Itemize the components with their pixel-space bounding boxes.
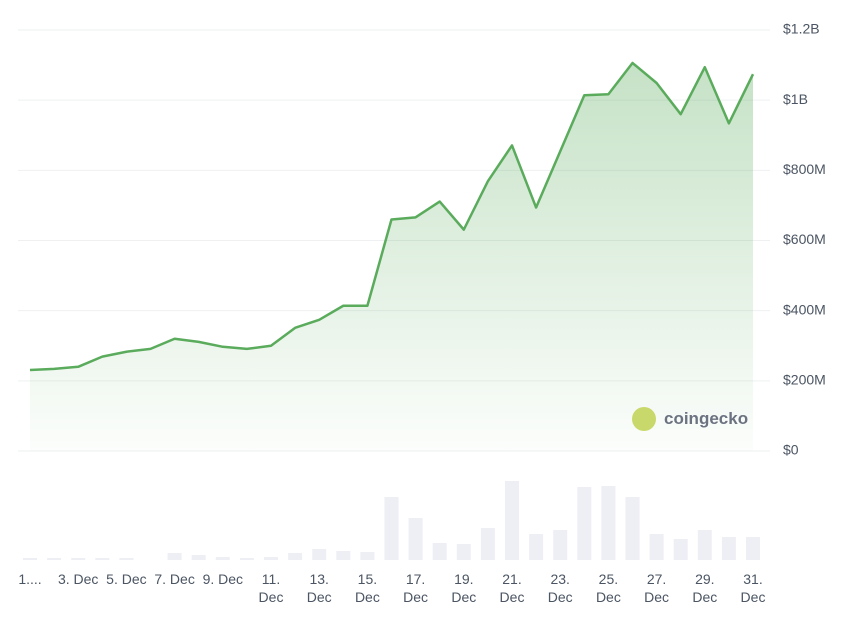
watermark: coingecko bbox=[632, 407, 748, 431]
volume-bar bbox=[71, 558, 86, 560]
volume-bar bbox=[505, 481, 519, 560]
volume-bar bbox=[167, 553, 182, 560]
volume-bar bbox=[480, 528, 495, 560]
y-tick-label: $0 bbox=[783, 442, 799, 458]
volume-bar bbox=[312, 549, 327, 560]
volume-bar bbox=[721, 537, 736, 560]
y-tick-label: $1B bbox=[783, 91, 808, 107]
volume-bar bbox=[23, 558, 37, 560]
volume-bar bbox=[601, 486, 616, 560]
x-tick-label: 13. Dec bbox=[306, 571, 332, 605]
x-tick-label: 17. Dec bbox=[403, 571, 429, 605]
x-tick-label: 19. Dec bbox=[451, 571, 477, 605]
x-tick-label: 21. Dec bbox=[499, 571, 525, 605]
x-tick-label: 11. Dec bbox=[258, 571, 284, 605]
line bbox=[29, 61, 755, 372]
volume-bar bbox=[215, 557, 230, 560]
x-tick-label: 5. Dec bbox=[106, 571, 147, 587]
watermark-logo bbox=[632, 407, 656, 431]
volume-bar bbox=[697, 530, 712, 560]
x-tick-label: 7. Dec bbox=[154, 571, 195, 587]
x-tick-label: 1.... bbox=[18, 571, 42, 587]
volume-bar bbox=[577, 487, 592, 560]
volume-bar bbox=[673, 539, 688, 560]
volume-bar bbox=[384, 497, 399, 560]
volume-bar bbox=[264, 557, 278, 560]
volume-bar bbox=[529, 534, 544, 560]
volume-bar bbox=[408, 518, 423, 560]
volume-bar bbox=[360, 552, 375, 560]
volume-bar bbox=[336, 551, 351, 560]
area bbox=[30, 62, 753, 451]
volume-bar bbox=[553, 530, 568, 560]
volume-bar bbox=[47, 558, 62, 560]
volume-bar bbox=[119, 558, 134, 560]
x-tick-label: 29. Dec bbox=[692, 571, 718, 605]
watermark-text: coingecko bbox=[664, 409, 749, 428]
volume-bar bbox=[432, 543, 447, 560]
x-tick-label: 27. Dec bbox=[644, 571, 670, 605]
volume-bar bbox=[649, 534, 664, 560]
x-tick-label: 9. Dec bbox=[202, 571, 244, 587]
y-tick-label: $1.2B bbox=[783, 21, 820, 37]
volume-bar bbox=[456, 544, 471, 560]
y-tick-label: $400M bbox=[783, 301, 826, 317]
volume-bar bbox=[191, 555, 206, 560]
volume-bar bbox=[95, 558, 110, 560]
volume-bar bbox=[625, 497, 640, 560]
x-tick-label: 15. Dec bbox=[354, 571, 380, 605]
x-tick-label: 23. Dec bbox=[547, 571, 573, 605]
volume-bar bbox=[239, 558, 254, 560]
y-tick-label: $800M bbox=[783, 161, 826, 177]
x-tick-label: 3. Dec bbox=[57, 571, 99, 587]
volume-bar bbox=[746, 537, 760, 560]
x-tick-label: 31. Dec bbox=[740, 571, 766, 605]
volume-bar bbox=[288, 553, 303, 560]
y-tick-label: $200M bbox=[783, 372, 826, 388]
y-tick-label: $600M bbox=[783, 231, 826, 247]
x-tick-label: 25. Dec bbox=[595, 571, 621, 605]
